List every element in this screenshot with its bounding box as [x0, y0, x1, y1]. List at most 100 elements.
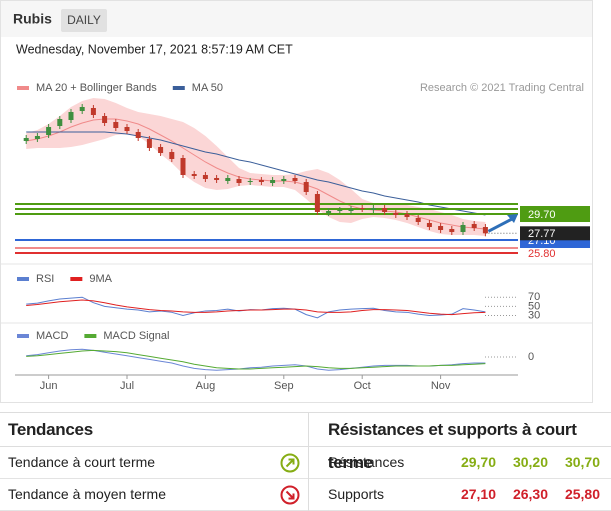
candle-body: [258, 180, 264, 182]
x-tick-label: Aug: [196, 380, 216, 392]
y-tick-label: 70: [528, 291, 540, 303]
legend-label: MACD Signal: [103, 330, 169, 342]
level-value: 25,80: [564, 486, 600, 502]
level-row: Résistances 29,70 30,20 30,70: [309, 447, 611, 479]
y-tick-label: 0: [528, 351, 534, 363]
x-tick-label: Sep: [274, 380, 294, 392]
candle-body: [46, 127, 52, 135]
candle-body: [214, 178, 220, 180]
legend-label: 9MA: [89, 273, 112, 285]
period-label[interactable]: DAILY: [67, 13, 101, 27]
row-label: Tendance à court terme: [8, 454, 156, 470]
forecast-arrow: [487, 217, 513, 233]
chart-widget: Rubis DAILY Wednesday, November 17, 2021…: [0, 0, 593, 403]
y-tick-label: 30: [528, 309, 540, 321]
row-label: Supports: [328, 486, 385, 502]
candle-body: [314, 194, 320, 212]
candle-body: [90, 108, 96, 115]
candle-body: [326, 211, 332, 213]
candle-body: [337, 210, 343, 211]
x-tick-label: Jul: [120, 380, 134, 392]
level-value: 26,30: [512, 486, 548, 502]
last-price-box: [520, 226, 590, 241]
legend-swatch: [17, 86, 29, 90]
candle-body: [270, 180, 276, 183]
row-label: Tendance à moyen terme: [8, 486, 166, 502]
trend-row: Tendance à moyen terme: [0, 479, 308, 511]
level-box: [520, 206, 590, 222]
level-value: 29,70: [460, 454, 496, 470]
forecast-arrow-head: [507, 214, 518, 223]
last-price-label: 27.77: [528, 228, 556, 240]
legend-label: MA 50: [192, 82, 223, 94]
ma-line: [26, 131, 486, 216]
legend-swatch: [70, 277, 83, 281]
widget-frame: [0, 0, 593, 403]
candle-body: [23, 138, 29, 141]
indicator-line: [26, 299, 486, 316]
x-tick-label: Jun: [40, 380, 58, 392]
candle-body: [348, 209, 354, 211]
credit: Research © 2021 Trading Central: [420, 82, 584, 94]
candle-body: [482, 227, 488, 234]
candle-body: [34, 136, 40, 139]
candle-body: [438, 226, 444, 230]
level-label: 29.70: [528, 209, 556, 221]
y-tick-label: 50: [528, 300, 540, 312]
candle-body: [191, 174, 197, 176]
legend-swatch: [172, 86, 185, 90]
candle-body: [146, 139, 152, 148]
table-title: Résistances et supports à court terme: [309, 413, 611, 472]
period-badge[interactable]: [61, 9, 107, 32]
candle-body: [415, 218, 421, 222]
candle-body: [202, 175, 208, 179]
candle-body: [370, 208, 376, 210]
candle-body: [471, 224, 477, 228]
legend-swatch: [84, 334, 97, 338]
candle-body: [247, 181, 253, 182]
x-tick-label: Nov: [431, 380, 451, 392]
bollinger-band: [26, 98, 486, 236]
candle-body: [180, 158, 186, 175]
indicator-line: [26, 349, 486, 370]
trend-row: Tendance à court terme: [0, 447, 308, 479]
candle-body: [404, 214, 410, 217]
trends-table: Tendances Tendance à court terme Tendanc…: [0, 412, 309, 511]
candle-body: [124, 127, 130, 131]
candle-body: [292, 178, 298, 181]
level-value: 30,20: [512, 454, 548, 470]
candle-body: [393, 213, 399, 215]
candle-body: [158, 147, 164, 153]
candle-body: [303, 182, 309, 192]
candle-body: [449, 229, 455, 232]
candle-body: [236, 179, 242, 183]
x-tick-label: Oct: [354, 380, 371, 392]
table-title: Tendances: [0, 413, 308, 447]
candle-body: [426, 223, 432, 227]
legend-label: MACD: [36, 330, 68, 342]
candle-body: [68, 112, 74, 120]
candle-body: [169, 152, 175, 159]
candle-body: [57, 119, 63, 126]
level-row: Supports 27,10 26,30 25,80: [309, 479, 611, 511]
candle-body: [359, 208, 365, 209]
candle-body: [102, 116, 108, 123]
timestamp: Wednesday, November 17, 2021 8:57:19 AM …: [16, 42, 293, 56]
candle-body: [225, 178, 231, 181]
trend-down-icon: [280, 485, 300, 505]
candle-body: [113, 122, 119, 128]
legend-label: RSI: [36, 273, 54, 285]
row-label: Résistances: [328, 454, 405, 470]
level-value: 27,10: [460, 486, 496, 502]
candle-body: [382, 208, 388, 212]
candle-body: [460, 225, 466, 232]
level-label: 25.80: [528, 248, 556, 260]
trend-up-icon: [280, 453, 300, 473]
candle-body: [79, 107, 85, 111]
legend-label: MA 20 + Bollinger Bands: [36, 82, 157, 94]
legend-swatch: [17, 277, 29, 281]
legend-swatch: [17, 334, 29, 338]
candle-body: [281, 179, 287, 181]
instrument-title: Rubis: [13, 11, 52, 27]
